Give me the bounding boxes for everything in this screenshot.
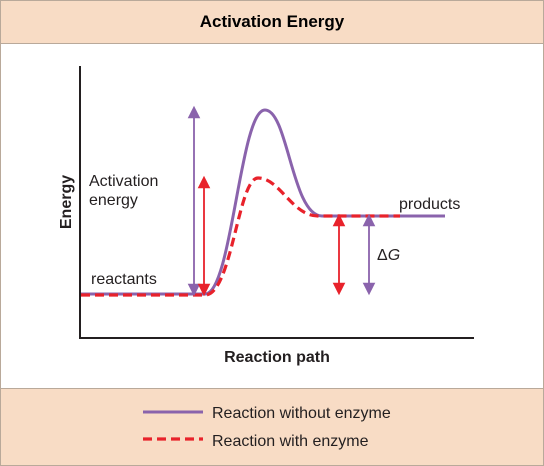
products-label: products [399, 196, 460, 213]
reactants-label: reactants [91, 271, 157, 288]
activation-energy-label-line1: Activation [89, 173, 158, 190]
x-axis-label: Reaction path [224, 349, 330, 366]
y-axis-label: Energy [58, 175, 75, 229]
figure-title: Activation Energy [1, 1, 543, 44]
activation-energy-label-line2: energy [89, 192, 138, 209]
legend-label-with-enzyme: Reaction with enzyme [212, 433, 369, 450]
curve-without-enzyme [81, 108, 445, 296]
curve-with-enzyme [81, 176, 400, 297]
delta-g-label: ΔG [377, 247, 400, 264]
legend-label-without-enzyme: Reaction without enzyme [212, 405, 391, 422]
g-variable: G [388, 247, 400, 264]
delta-symbol: Δ [377, 247, 388, 264]
legend-panel [1, 389, 543, 465]
plot-panel [1, 44, 543, 389]
